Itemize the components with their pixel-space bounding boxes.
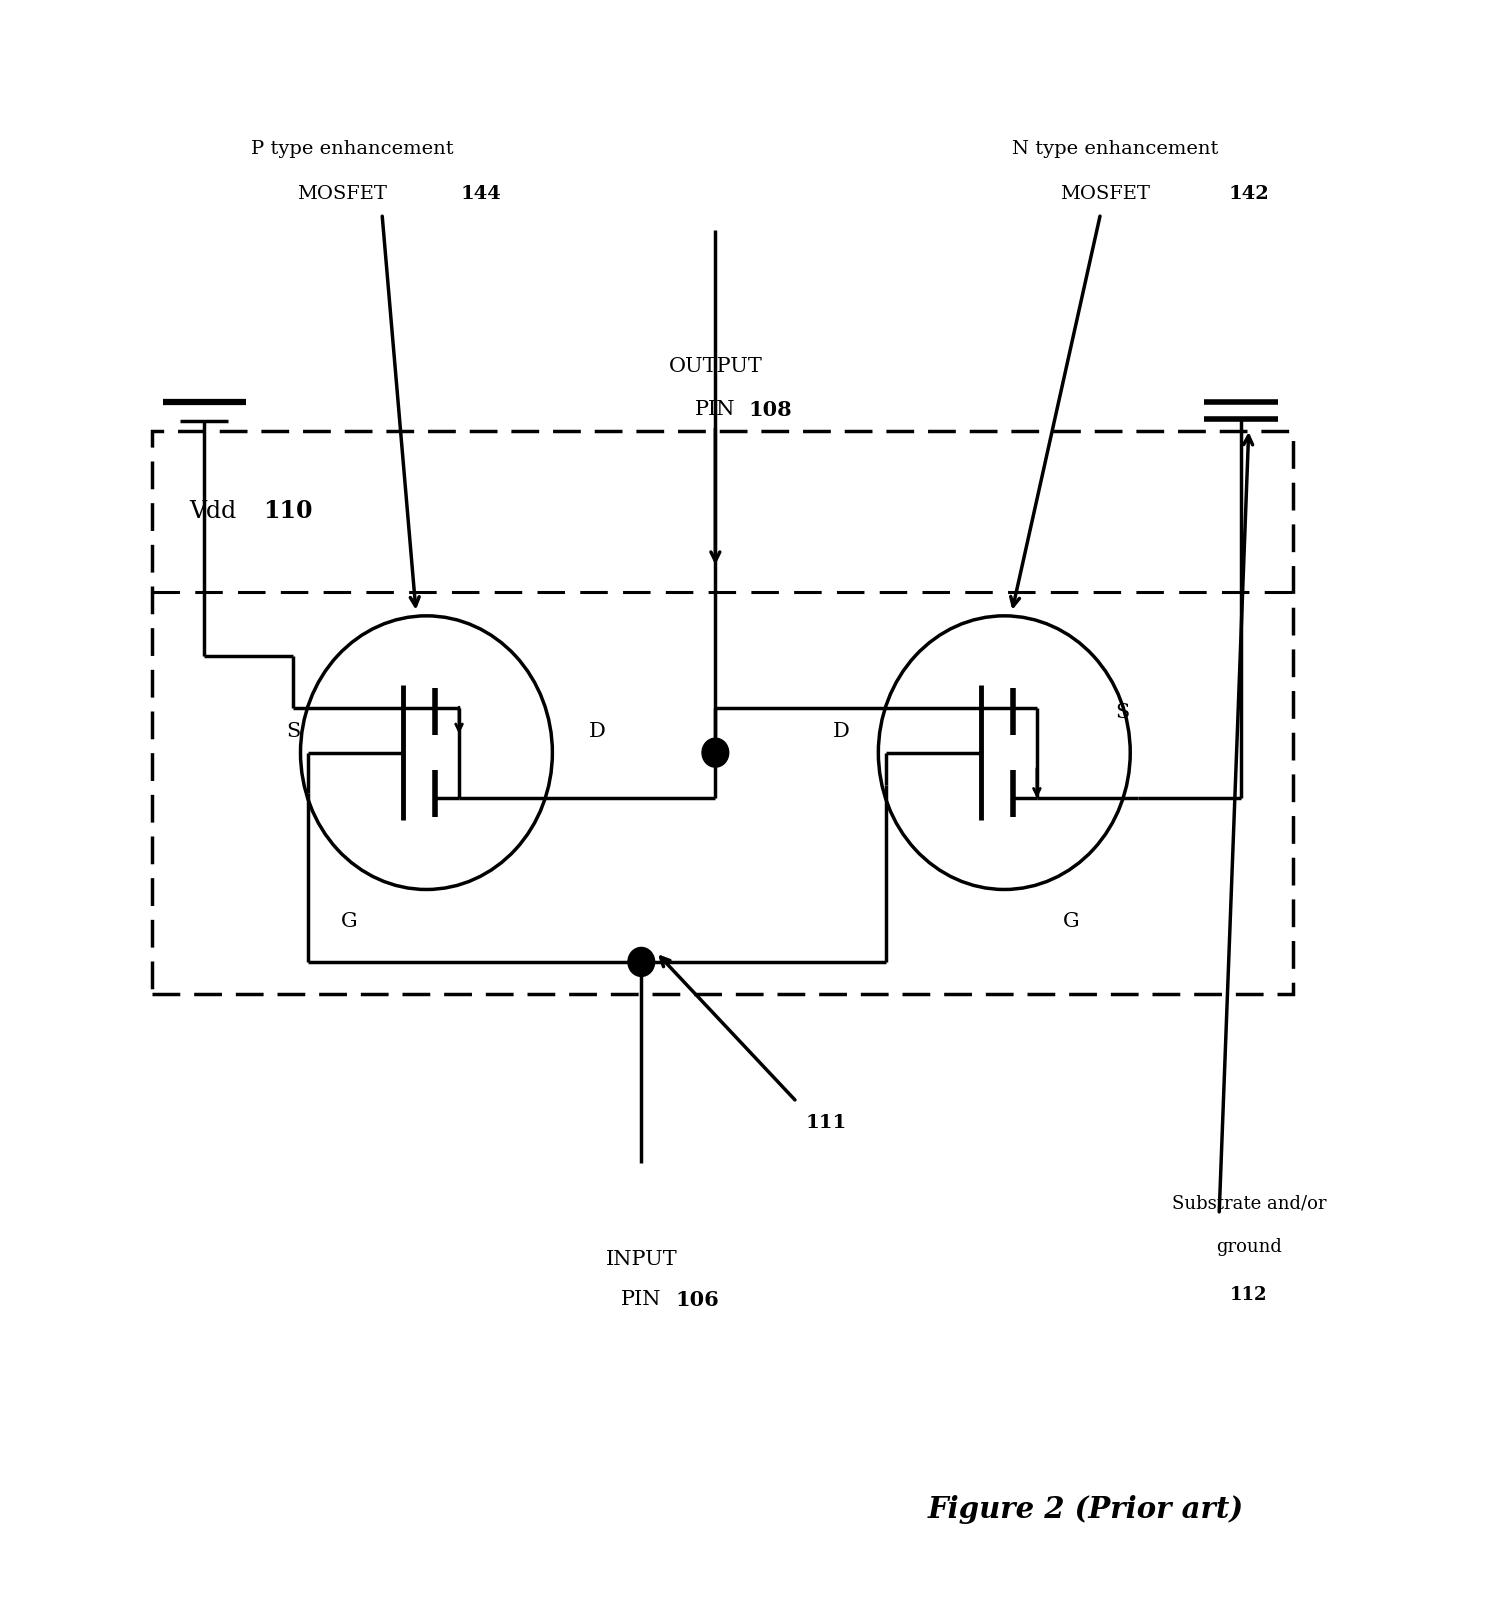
Text: OUTPUT: OUTPUT: [669, 358, 763, 375]
Text: D: D: [833, 722, 849, 741]
Text: MOSFET: MOSFET: [1059, 184, 1150, 204]
Text: PIN: PIN: [621, 1291, 662, 1309]
Text: Figure 2 (Prior art): Figure 2 (Prior art): [928, 1495, 1244, 1524]
Text: 112: 112: [1231, 1286, 1268, 1304]
Text: Vdd: Vdd: [189, 500, 237, 523]
Text: 142: 142: [1228, 184, 1269, 204]
Text: P type enhancement: P type enhancement: [250, 141, 453, 159]
Text: 111: 111: [806, 1113, 848, 1133]
Text: Substrate and/or: Substrate and/or: [1171, 1194, 1326, 1212]
Text: 108: 108: [748, 400, 793, 419]
Text: S: S: [1116, 702, 1129, 722]
Text: INPUT: INPUT: [605, 1251, 676, 1269]
Text: S: S: [286, 722, 299, 741]
Circle shape: [702, 738, 729, 767]
Text: D: D: [589, 722, 605, 741]
Circle shape: [627, 948, 654, 976]
Text: N type enhancement: N type enhancement: [1012, 141, 1219, 159]
Text: MOSFET: MOSFET: [297, 184, 387, 204]
Text: PIN: PIN: [696, 400, 736, 419]
Text: ground: ground: [1216, 1238, 1281, 1256]
Text: G: G: [1062, 913, 1079, 932]
Text: G: G: [341, 913, 358, 932]
Text: 106: 106: [675, 1290, 720, 1311]
Text: 144: 144: [460, 184, 502, 204]
Text: 110: 110: [264, 500, 313, 523]
